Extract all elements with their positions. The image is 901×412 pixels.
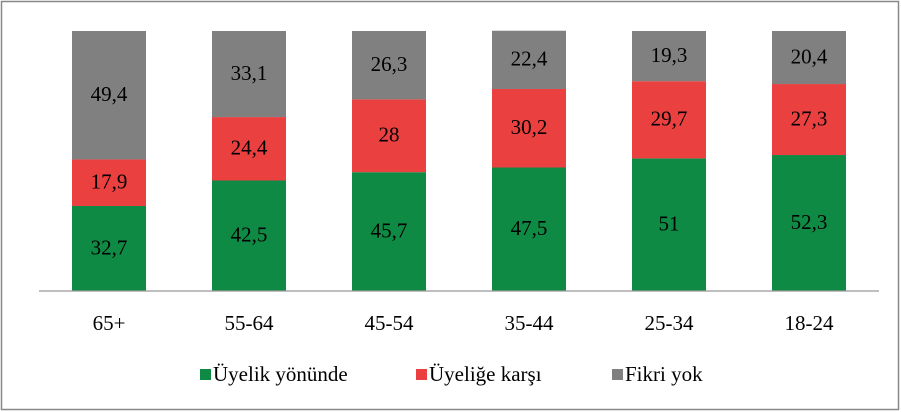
bar-segment [492,88,566,168]
bar-segment [72,205,146,291]
bar-segment [632,31,706,82]
data-label: 28 [379,123,400,147]
data-label: 52,3 [791,210,828,234]
bar-segment [72,31,146,160]
data-label: 30,2 [511,115,548,139]
data-label: 47,5 [511,216,548,240]
data-label: 29,7 [651,107,688,131]
bar-segment [632,158,706,291]
data-label: 22,4 [511,47,548,71]
bar-segment [772,155,846,291]
data-label: 49,4 [91,82,128,106]
data-label: 17,9 [91,170,128,194]
bar-segment [352,172,426,291]
legend-swatch [612,369,623,380]
bar-segment [772,84,846,156]
bar-segment [212,180,286,291]
data-label: 45,7 [371,218,408,242]
data-label: 20,4 [791,44,828,68]
bar-segment [492,30,566,89]
x-tick-label: 65+ [93,311,126,335]
legend-label: Üyelik yönünde [213,362,348,386]
bar-segment [352,31,426,100]
legend-swatch [200,369,211,380]
bar-segment [352,99,426,173]
data-label: 33,1 [231,61,268,85]
legend-label: Üyeliğe karşı [429,362,542,386]
data-label: 24,4 [231,136,268,160]
x-tick-label: 25-34 [645,311,694,335]
bar-segment [212,117,286,181]
x-tick-label: 18-24 [785,311,834,335]
bar-segment [632,81,706,159]
x-tick-label: 55-64 [225,311,274,335]
data-label: 27,3 [791,106,828,130]
x-tick-label: 35-44 [505,311,554,335]
bar-segment [492,167,566,291]
bar-segment [72,159,146,206]
bar-segment [772,31,846,85]
data-label: 32,7 [91,235,128,259]
data-label: 26,3 [371,52,408,76]
data-label: 51 [659,212,680,236]
data-label: 19,3 [651,43,688,67]
legend-swatch [416,369,427,380]
bar-segment [212,31,286,118]
x-tick-label: 45-54 [365,311,414,335]
data-label: 42,5 [231,223,268,247]
legend-label: Fikri yok [625,362,703,386]
